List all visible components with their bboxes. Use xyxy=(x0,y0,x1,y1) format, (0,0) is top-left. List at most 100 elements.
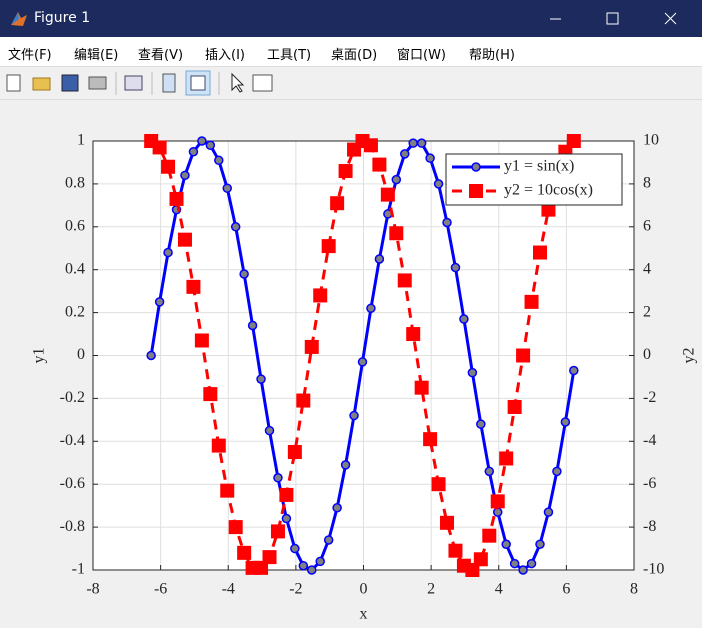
y2-tick-label: 0 xyxy=(643,346,651,363)
data-point xyxy=(163,247,173,258)
y2-tick-label: 6 xyxy=(643,217,651,234)
app-icon xyxy=(11,12,27,26)
y-tick-label: -1 xyxy=(72,561,85,578)
data-point xyxy=(186,279,201,294)
y2-tick-label: -8 xyxy=(643,518,656,535)
colorbar[interactable] xyxy=(162,73,176,93)
y-tick-label: -0.8 xyxy=(60,518,85,535)
data-point xyxy=(254,560,269,575)
link[interactable] xyxy=(124,75,143,91)
data-point xyxy=(541,202,556,217)
data-point xyxy=(230,222,241,232)
data-point xyxy=(321,239,336,254)
data-point xyxy=(332,503,342,513)
data-point xyxy=(425,153,435,163)
data-point xyxy=(473,552,488,567)
y-tick-label: 0.4 xyxy=(65,260,85,277)
menu-item[interactable]: 工具(T) xyxy=(267,48,312,63)
data-point xyxy=(228,520,243,535)
y-tick-label: 0 xyxy=(77,346,85,363)
menu-item[interactable]: 编辑(E) xyxy=(74,48,119,63)
maximize[interactable] xyxy=(606,12,619,25)
data-point xyxy=(414,380,429,395)
legend-label: y1 = sin(x) xyxy=(504,158,574,175)
open[interactable] xyxy=(32,77,51,91)
pointer[interactable] xyxy=(231,72,245,93)
x-tick-label: 4 xyxy=(495,581,503,598)
menu-item[interactable]: 插入(I) xyxy=(205,48,245,63)
data-point xyxy=(459,314,469,324)
data-point xyxy=(287,445,302,460)
data-point xyxy=(569,365,579,376)
data-point xyxy=(509,558,520,569)
data-point xyxy=(290,543,300,554)
menu-bar: 文件(F) 编辑(E) 查看(V) 插入(I) 工具(T) 桌面(D) 窗口(W) 帮助(H) xyxy=(0,37,702,66)
print[interactable] xyxy=(88,76,107,90)
save[interactable] xyxy=(61,74,79,92)
data-point xyxy=(507,399,522,414)
data-point xyxy=(423,432,438,447)
data-point xyxy=(448,543,463,558)
data-point xyxy=(169,191,184,206)
y-tick-label: -0.4 xyxy=(60,432,85,449)
data-point xyxy=(262,550,277,565)
data-point xyxy=(363,138,378,153)
data-point xyxy=(397,273,412,288)
y2-tick-label: 2 xyxy=(643,303,651,320)
legend-label: y2 = 10cos(x) xyxy=(504,182,593,199)
data-point xyxy=(214,155,224,166)
data-point xyxy=(490,494,505,509)
data-point xyxy=(205,140,216,151)
data-point xyxy=(433,179,444,189)
data-point xyxy=(482,528,497,543)
data-point xyxy=(161,159,176,174)
toolbar xyxy=(0,66,702,100)
data-point xyxy=(467,367,478,378)
window-title: Figure 1 xyxy=(34,10,91,26)
data-point xyxy=(237,545,252,560)
menu-item[interactable]: 查看(V) xyxy=(138,48,184,63)
new[interactable] xyxy=(6,74,21,92)
chart: -8 -6 -4 -2 0 2 4 6 8 -1 -0.8 -0.6 -0.4 -0.2 0 0.2 0.4 0.… xyxy=(31,132,698,623)
data-point xyxy=(400,149,410,159)
data-point xyxy=(374,254,385,264)
y2-tick-label: -2 xyxy=(643,389,656,406)
menu-item[interactable]: 桌面(D) xyxy=(331,48,378,63)
data-point xyxy=(484,466,495,477)
menu-item[interactable]: 窗口(W) xyxy=(397,48,446,63)
y-axis-label: y1 xyxy=(31,348,48,364)
data-point xyxy=(516,348,531,363)
y2-tick-label: -10 xyxy=(643,561,664,578)
data-point xyxy=(366,303,376,314)
data-point xyxy=(552,466,562,477)
data-point xyxy=(440,515,455,530)
data-point xyxy=(389,226,404,241)
property-editor[interactable] xyxy=(252,74,273,92)
data-point xyxy=(211,438,226,453)
data-point xyxy=(279,487,294,502)
data-point xyxy=(197,136,207,146)
legend-marker xyxy=(469,184,483,198)
data-point xyxy=(323,535,334,545)
data-point xyxy=(194,333,209,348)
close[interactable] xyxy=(664,12,677,25)
x-tick-label: -8 xyxy=(86,581,99,598)
data-point xyxy=(357,357,368,367)
data-point xyxy=(247,320,258,331)
data-point xyxy=(298,560,309,571)
data-point xyxy=(543,507,554,517)
data-point xyxy=(431,477,446,492)
x-tick-label: -4 xyxy=(222,581,235,598)
data-point xyxy=(188,146,199,157)
title-bar: Figure 1 xyxy=(0,0,702,37)
y2-tick-label: 8 xyxy=(643,175,651,192)
data-point xyxy=(560,417,571,427)
y2-tick-label: -4 xyxy=(643,432,656,449)
window-controls[interactable] xyxy=(542,0,702,37)
menu-item[interactable]: 文件(F) xyxy=(8,48,52,63)
data-point xyxy=(408,138,418,148)
x-axis-label: x xyxy=(360,606,368,623)
data-point xyxy=(535,539,545,550)
menu-item[interactable]: 帮助(H) xyxy=(469,48,515,63)
data-point xyxy=(349,410,359,421)
